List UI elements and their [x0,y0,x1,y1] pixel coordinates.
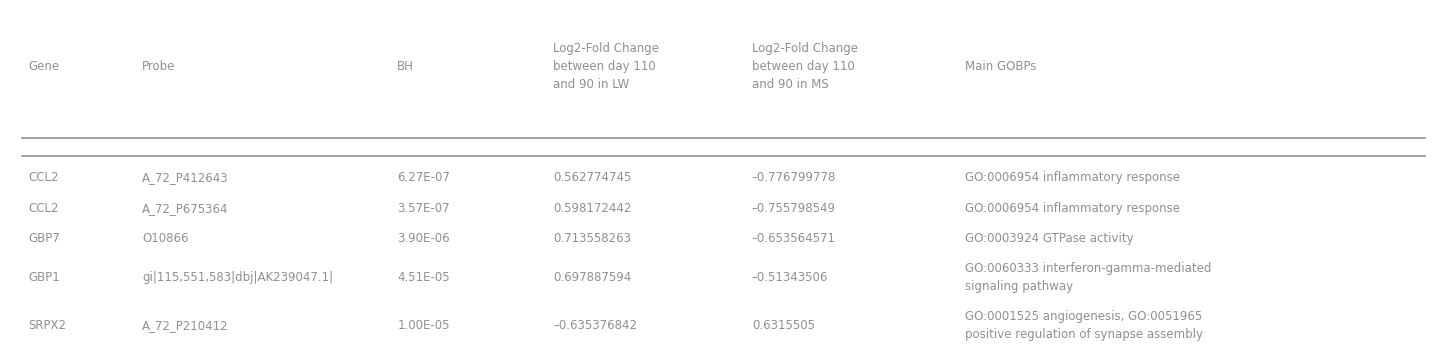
Text: –0.653564571: –0.653564571 [752,232,836,245]
Text: 3.90E-06: 3.90E-06 [398,232,450,245]
Text: GBP1: GBP1 [29,271,61,284]
Text: Probe: Probe [142,60,175,73]
Text: 0.713558263: 0.713558263 [553,232,631,245]
Text: GO:0001525 angiogenesis, GO:0051965
positive regulation of synapse assembly: GO:0001525 angiogenesis, GO:0051965 posi… [965,310,1202,341]
Text: Log2-Fold Change
between day 110
and 90 in MS: Log2-Fold Change between day 110 and 90 … [752,42,858,91]
Text: GBP7: GBP7 [29,232,61,245]
Text: 1.00E-05: 1.00E-05 [398,319,450,332]
Text: Main GOBPs: Main GOBPs [965,60,1036,73]
Text: Gene: Gene [29,60,59,73]
Text: GO:0006954 inflammatory response: GO:0006954 inflammatory response [965,171,1179,184]
Text: 0.697887594: 0.697887594 [553,271,631,284]
Text: A_72_P210412: A_72_P210412 [142,319,229,332]
Text: BH: BH [398,60,414,73]
Text: –0.755798549: –0.755798549 [752,202,836,215]
Text: –0.51343506: –0.51343506 [752,271,828,284]
Text: GO:0006954 inflammatory response: GO:0006954 inflammatory response [965,202,1179,215]
Text: –0.776799778: –0.776799778 [752,171,836,184]
Text: A_72_P675364: A_72_P675364 [142,202,229,215]
Text: 0.562774745: 0.562774745 [553,171,632,184]
Text: gi|115,551,583|dbj|AK239047.1|: gi|115,551,583|dbj|AK239047.1| [142,271,333,284]
Text: GO:0060333 interferon-gamma-mediated
signaling pathway: GO:0060333 interferon-gamma-mediated sig… [965,262,1211,293]
Text: 4.51E-05: 4.51E-05 [398,271,450,284]
Text: CCL2: CCL2 [29,202,59,215]
Text: 3.57E-07: 3.57E-07 [398,202,450,215]
Text: 6.27E-07: 6.27E-07 [398,171,450,184]
Text: 0.598172442: 0.598172442 [553,202,632,215]
Text: GO:0003924 GTPase activity: GO:0003924 GTPase activity [965,232,1133,245]
Text: Log2-Fold Change
between day 110
and 90 in LW: Log2-Fold Change between day 110 and 90 … [553,42,660,91]
Text: –0.635376842: –0.635376842 [553,319,637,332]
Text: SRPX2: SRPX2 [29,319,67,332]
Text: A_72_P412643: A_72_P412643 [142,171,229,184]
Text: 0.6315505: 0.6315505 [752,319,815,332]
Text: CCL2: CCL2 [29,171,59,184]
Text: O10866: O10866 [142,232,188,245]
